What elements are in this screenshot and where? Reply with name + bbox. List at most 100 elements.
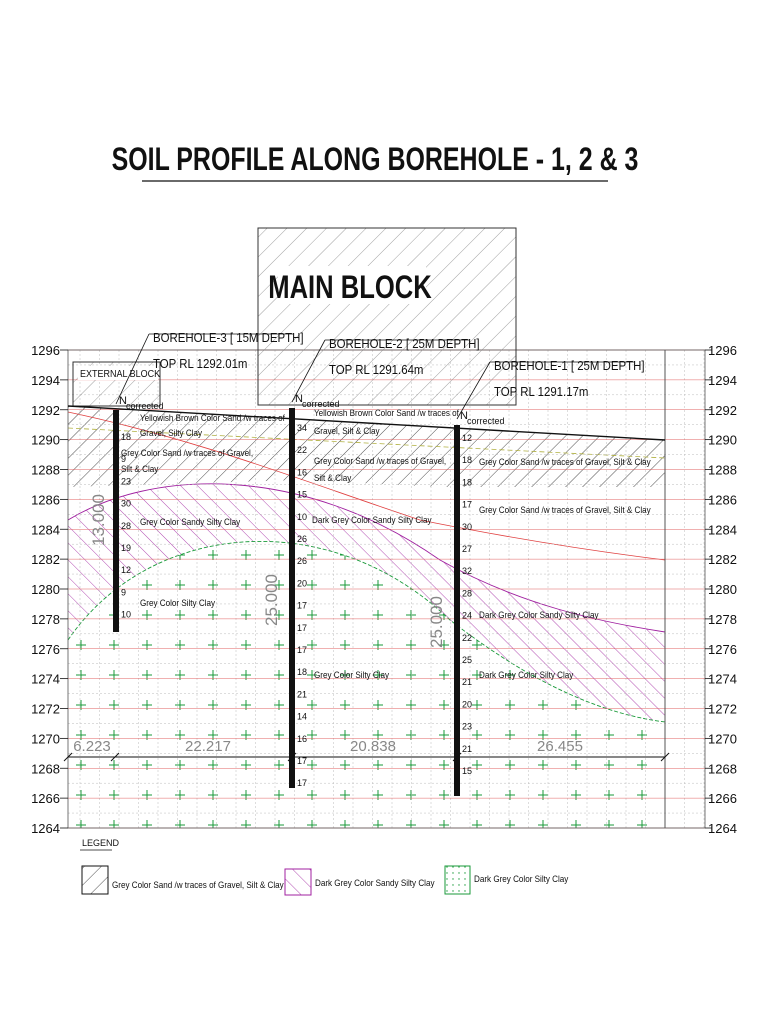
- n-value: 23: [121, 476, 131, 486]
- n-value: 9: [121, 454, 126, 464]
- borehole-name: BOREHOLE-2 [ 25M DEPTH]: [329, 336, 480, 351]
- elevation-label: 1268: [708, 761, 737, 776]
- soil-label: Gravel, Silt & Clay: [314, 426, 380, 437]
- n-value: 16: [297, 734, 307, 744]
- borehole-depth: 25.000: [427, 596, 446, 648]
- elevation-label: 1286: [31, 492, 60, 507]
- soil-label: Yellowish Brown Color Sand /w traces of: [140, 413, 285, 424]
- n-value: 21: [297, 689, 307, 699]
- elevation-label: 1294: [31, 373, 60, 388]
- n-value: 28: [462, 588, 472, 598]
- elevation-label: 1278: [708, 612, 737, 627]
- borehole-depth: 13.000: [89, 494, 108, 546]
- elevation-label: 1270: [31, 731, 60, 746]
- legend-label: Dark Grey Color Sandy Silty Clay: [315, 878, 435, 889]
- elevation-label: 1266: [31, 791, 60, 806]
- borehole-top-rl: TOP RL 1291.64m: [329, 362, 423, 377]
- elevation-label: 1278: [31, 612, 60, 627]
- legend-swatch: [81, 865, 109, 895]
- main-block-label-bg: [278, 266, 426, 304]
- soil-label: Grey Color Sand /w traces of Gravel, Sil…: [479, 505, 651, 516]
- n-value: 19: [121, 543, 131, 553]
- elevation-label: 1270: [708, 731, 737, 746]
- soil-label: Grey Color Sand /w traces of Gravel,: [314, 456, 446, 467]
- soil-label: Yellowish Brown Color Sand /w traces of: [314, 408, 459, 419]
- n-value: 17: [297, 778, 307, 788]
- soil-label: Silt & Clay: [121, 464, 159, 475]
- elevation-label: 1264: [708, 821, 737, 836]
- elevation-label: 1280: [708, 582, 737, 597]
- n-value: 23: [462, 722, 472, 732]
- dimension-tick: [452, 752, 462, 762]
- main-block-label: MAIN BLOCK: [268, 270, 432, 305]
- n-value: 27: [462, 544, 472, 554]
- soil-label: Grey Color Silty Clay: [140, 598, 216, 609]
- elevation-label: 1276: [31, 642, 60, 657]
- dimension-tick: [63, 752, 73, 762]
- n-label: N: [460, 410, 468, 422]
- external-block-label-bg: [78, 366, 158, 380]
- boundary-olive: [67, 427, 666, 459]
- zone-grey-sand: [68, 406, 665, 487]
- elevation-label: 1274: [708, 672, 737, 687]
- corrected-label: corrected: [467, 416, 505, 426]
- leader-line: [291, 339, 326, 403]
- elevation-label: 1288: [31, 463, 60, 478]
- n-value: 16: [297, 467, 307, 477]
- corrected-label: corrected: [126, 401, 164, 411]
- dimension-label: 22.217: [185, 738, 231, 755]
- n-value: 15: [297, 490, 307, 500]
- elevation-label: 1288: [708, 463, 737, 478]
- n-value: 12: [462, 433, 472, 443]
- elevation-label: 1284: [708, 522, 737, 537]
- boundary-purple: [67, 483, 666, 633]
- n-value: 18: [121, 432, 131, 442]
- n-value: 17: [297, 645, 307, 655]
- dimension-label: 6.223: [73, 738, 111, 755]
- n-value: 10: [297, 512, 307, 522]
- n-value: 9: [121, 587, 126, 597]
- elevation-label: 1280: [31, 582, 60, 597]
- dimension-tick: [287, 752, 297, 762]
- leader-line: [115, 333, 150, 405]
- n-value: 12: [121, 565, 131, 575]
- legend-swatch: [444, 865, 471, 895]
- n-value: 10: [121, 610, 131, 620]
- n-label: N: [119, 395, 127, 407]
- soil-label: Gravel, Silty Clay: [140, 428, 203, 439]
- n-value: 26: [297, 534, 307, 544]
- legend-title: LEGEND: [82, 838, 120, 848]
- borehole-top-rl: TOP RL 1292.01m: [153, 356, 247, 371]
- n-value: 20: [462, 699, 472, 709]
- soil-label: Grey Color Silty Clay: [314, 670, 390, 681]
- n-value: 34: [297, 423, 307, 433]
- n-value: 30: [462, 522, 472, 532]
- dimension-tick: [660, 752, 670, 762]
- legend-label: Dark Grey Color Silty Clay: [474, 874, 569, 885]
- zone-green: [68, 541, 665, 828]
- n-label: N: [295, 393, 303, 405]
- elevation-label: 1296: [708, 343, 737, 358]
- n-value: 17: [297, 623, 307, 633]
- soil-label: Grey Color Sandy Silty Clay: [140, 517, 241, 528]
- n-value: 28: [121, 521, 131, 531]
- n-value: 25: [462, 655, 472, 665]
- legend-label: Grey Color Sand /w traces of Gravel, Sil…: [112, 880, 284, 891]
- annotations: 1296 1296 1294 1294 1292 1292 1290 1290 1288 1288…: [31, 330, 737, 890]
- elevation-label: 1294: [708, 373, 737, 388]
- elevation-label: 1274: [31, 672, 60, 687]
- borehole: [113, 410, 119, 632]
- elevation-label: 1292: [708, 403, 737, 418]
- legend-swatch: [284, 868, 312, 896]
- elevation-label: 1282: [708, 552, 737, 567]
- borehole-top-rl: TOP RL 1291.17m: [494, 384, 588, 399]
- n-value: 22: [297, 445, 307, 455]
- borehole-depth: 25.000: [262, 574, 281, 626]
- elevation-label: 1290: [708, 433, 737, 448]
- n-value: 26: [297, 556, 307, 566]
- soil-label: Grey Color Sand /w traces of Gravel,: [121, 448, 253, 459]
- n-value: 30: [121, 499, 131, 509]
- elevation-label: 1272: [31, 702, 60, 717]
